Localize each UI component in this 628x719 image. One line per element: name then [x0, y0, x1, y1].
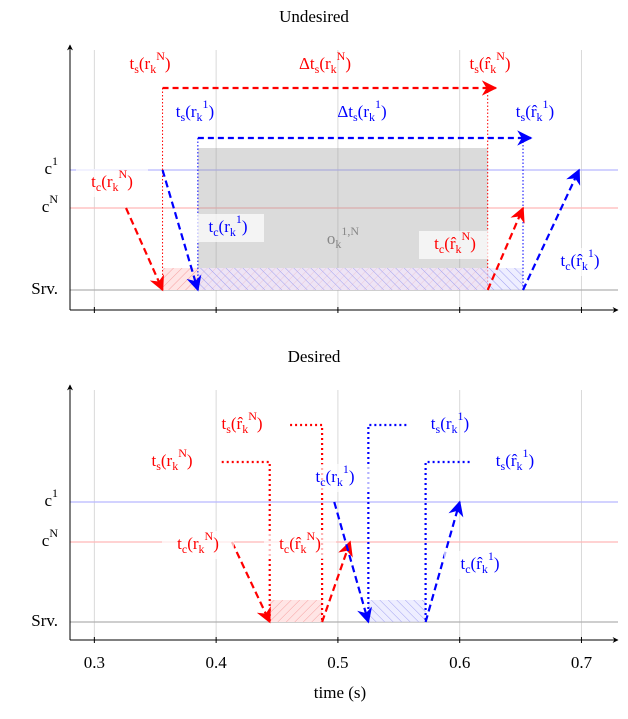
row-label: c1: [44, 154, 58, 178]
send-start-label: ts(rkN): [151, 446, 192, 473]
client-arrow: [161, 169, 202, 292]
arrow-label: tc(r̂kN): [279, 529, 321, 556]
row-label: cN: [42, 526, 59, 550]
send-interval: [197, 268, 524, 290]
send-end-label: ts(r̂kN): [221, 409, 262, 436]
panel-title: Desired: [288, 347, 341, 366]
client-arrow: [424, 500, 464, 623]
send-interval: [368, 600, 426, 622]
panel-title: Undesired: [279, 7, 349, 26]
label-background: [544, 248, 616, 276]
x-tick-label: 0.6: [449, 653, 470, 672]
client-arrow: [522, 168, 581, 291]
send-end-label: ts(r̂kN): [469, 49, 510, 76]
x-tick-label: 0.4: [206, 653, 228, 672]
client-arrow: [230, 541, 271, 624]
label-background: [264, 531, 336, 559]
client-arrow: [321, 540, 353, 623]
arrow-label: tc(r̂kN): [434, 229, 476, 256]
x-axis-label: time (s): [314, 683, 366, 702]
label-background: [299, 464, 371, 492]
send-end-step: [424, 460, 470, 622]
send-start-step: [221, 460, 271, 622]
send-interval: [269, 600, 323, 622]
label-background: [419, 231, 491, 259]
send-start-step: [367, 423, 407, 622]
label-background: [76, 169, 148, 197]
arrow-label: tc(rkN): [91, 167, 133, 194]
send-end-label: ts(r̂k1): [496, 446, 534, 473]
x-tick-label: 0.7: [571, 653, 593, 672]
label-background: [162, 531, 234, 559]
arrow-label: tc(rk1): [315, 462, 354, 489]
send-end-step: [290, 423, 324, 622]
arrow-label: tc(r̂k1): [560, 246, 599, 273]
arrow-label: tc(rk1): [208, 212, 247, 239]
arrow-label: tc(rkN): [177, 529, 219, 556]
send-start-label: ts(rk1): [176, 97, 214, 124]
row-label: cN: [42, 192, 59, 216]
client-arrow: [125, 207, 164, 292]
row-label: c1: [44, 486, 58, 510]
span-label: Δts(rkN): [299, 49, 351, 76]
x-tick-label: 0.5: [327, 653, 348, 672]
row-label: Srv.: [31, 279, 58, 298]
span-label: Δts(rk1): [337, 97, 386, 124]
label-background: [192, 214, 264, 242]
arrow-label: tc(r̂k1): [460, 549, 499, 576]
client-arrow: [486, 206, 525, 291]
send-end-label: ts(r̂k1): [516, 97, 554, 124]
x-tick-label: 0.3: [84, 653, 105, 672]
label-background: [444, 551, 516, 579]
send-start-label: ts(rkN): [129, 49, 170, 76]
client-arrow: [333, 501, 372, 624]
row-label: Srv.: [31, 611, 58, 630]
overlap-label: ok1,N: [327, 224, 360, 251]
send-start-label: ts(rk1): [431, 409, 469, 436]
